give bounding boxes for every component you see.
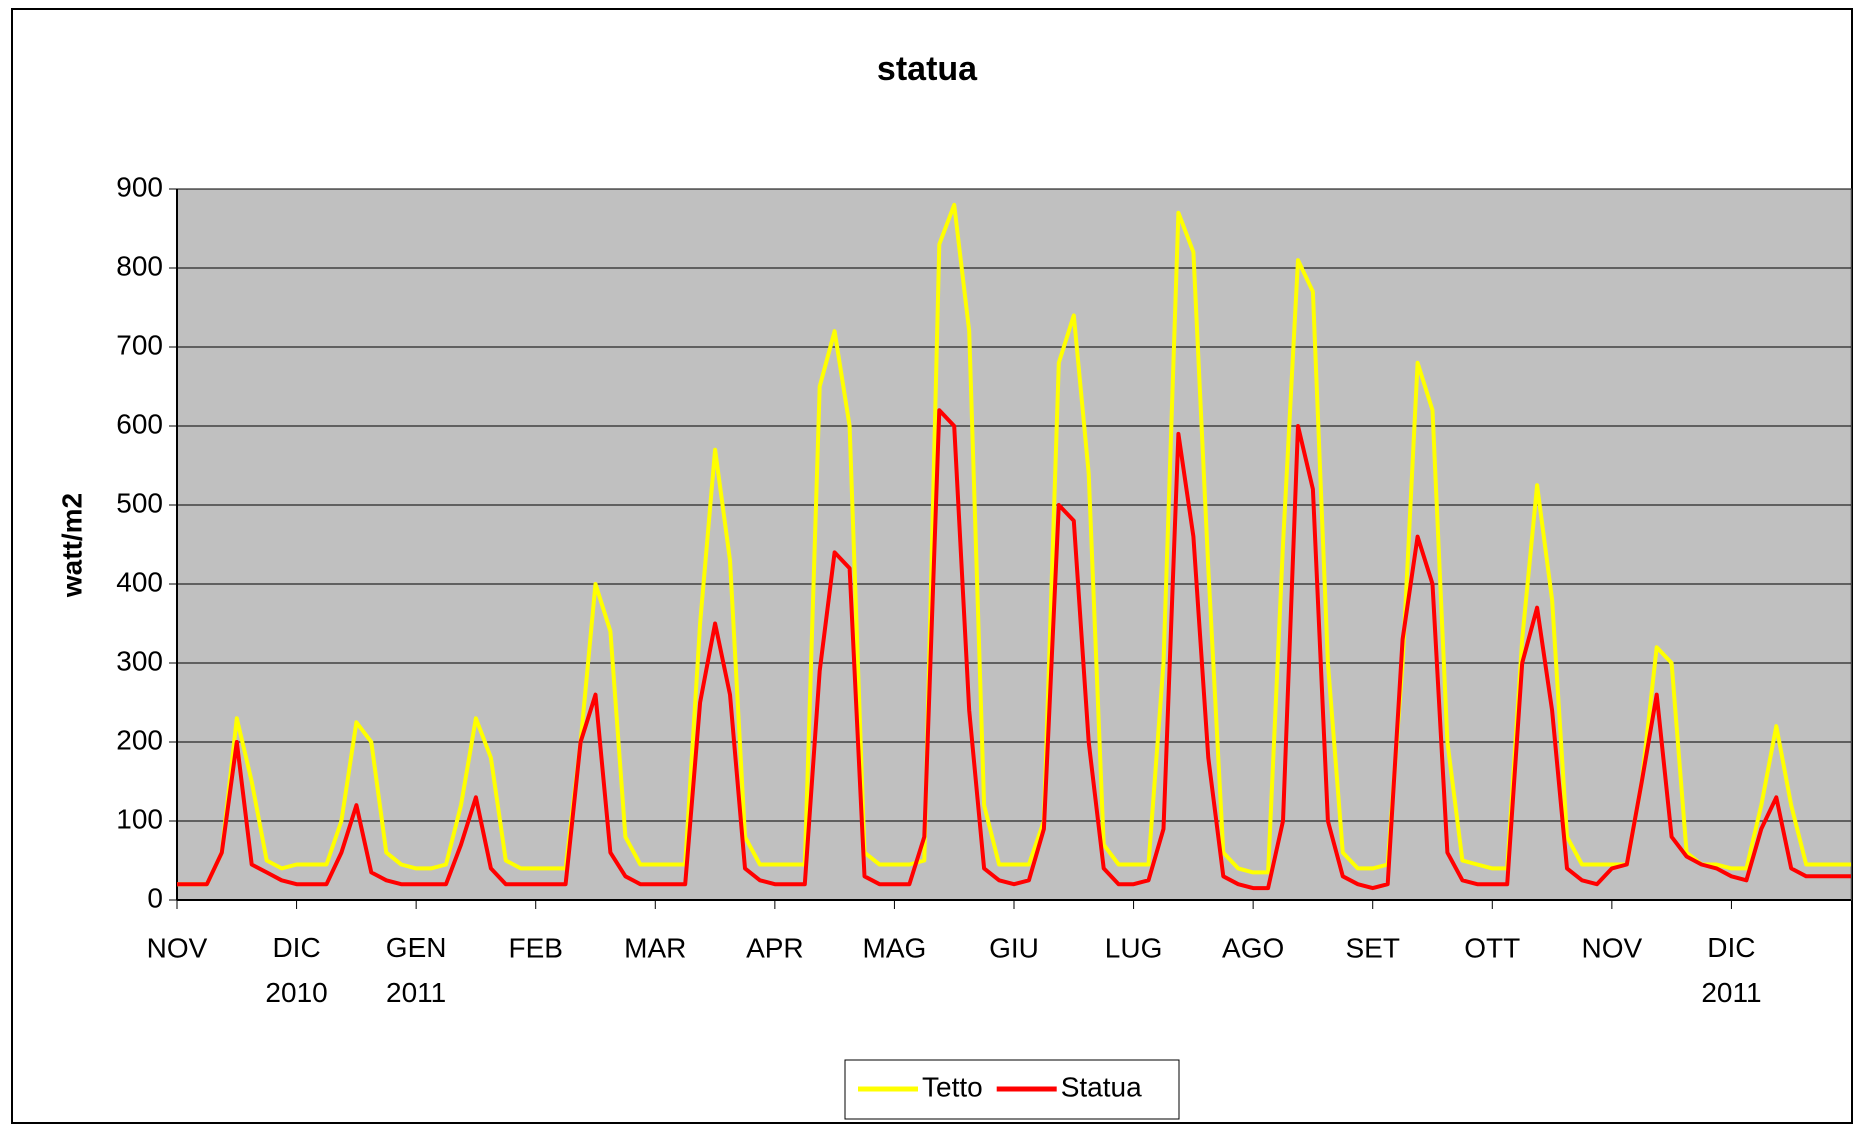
x-tick-label: MAG — [863, 932, 927, 963]
y-tick-label: 600 — [116, 408, 163, 439]
x-tick-label: DIC 2011 — [1701, 932, 1761, 1008]
x-tick-label: DIC 2010 — [265, 932, 327, 1008]
x-tick-label: MAR — [624, 932, 686, 963]
y-tick-label: 0 — [147, 882, 163, 913]
x-tick-label: OTT — [1464, 932, 1520, 963]
y-tick-label: 300 — [116, 645, 163, 676]
x-tick-label: SET — [1345, 932, 1399, 963]
legend-label: Tetto — [922, 1071, 983, 1102]
x-tick-label: NOV — [1582, 932, 1643, 963]
y-axis-label: watt/m2 — [56, 493, 87, 598]
plot-area — [176, 188, 1852, 901]
x-tick-label: GIU — [989, 932, 1039, 963]
y-tick-label: 700 — [116, 329, 163, 360]
chart-title: statua — [877, 50, 978, 88]
series-line — [177, 408, 1851, 891]
y-tick-label: 100 — [116, 803, 163, 834]
legend: Tetto Statua — [844, 1059, 1180, 1120]
x-tick-label: FEB — [508, 932, 562, 963]
legend-label: Statua — [1061, 1071, 1142, 1102]
x-tick-label: AGO — [1222, 932, 1284, 963]
y-tick-label: 200 — [116, 724, 163, 755]
x-tick-label: NOV — [147, 932, 208, 963]
y-tick-label: 900 — [116, 171, 163, 202]
y-tick-label: 500 — [116, 487, 163, 518]
series-line — [177, 202, 1851, 887]
y-tick-label: 400 — [116, 566, 163, 597]
x-tick-label: APR — [746, 932, 804, 963]
y-tick-label: 800 — [116, 250, 163, 281]
x-tick-label: LUG — [1105, 932, 1163, 963]
x-tick-label: GEN 2011 — [386, 932, 447, 1008]
